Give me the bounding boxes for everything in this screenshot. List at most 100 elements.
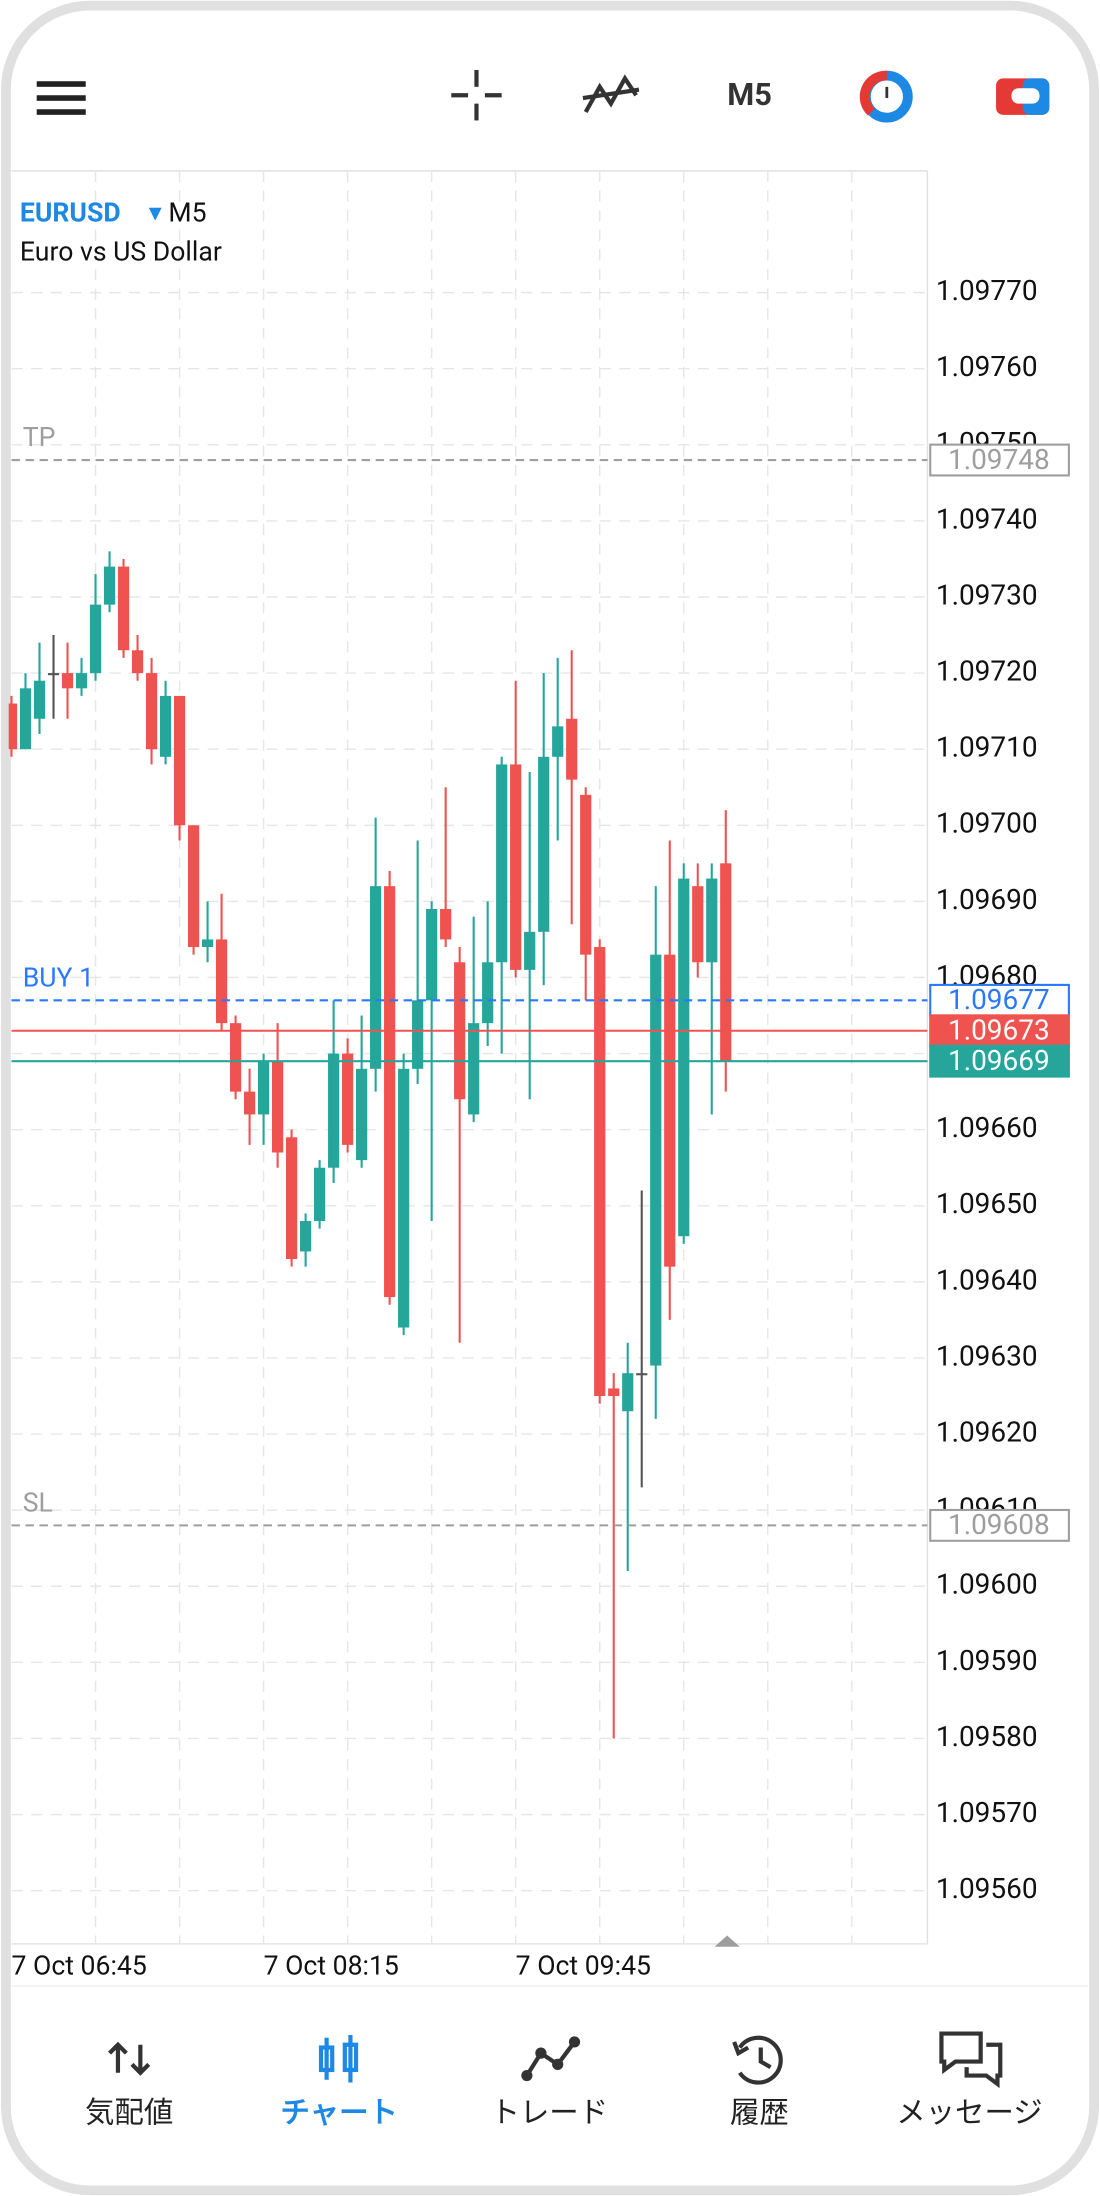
candle-body [664, 954, 676, 1267]
bottom-nav: 気配値 チャート トレード 履歴 メッセージ [85, 2031, 1043, 2131]
candle-body [650, 954, 662, 1366]
candle-body [678, 878, 690, 1237]
y-tick-label: 1.09560 [936, 1872, 1038, 1905]
candle-body [117, 566, 130, 651]
y-tick-label: 1.09730 [936, 578, 1038, 611]
candle-body [61, 673, 74, 689]
symbol[interactable]: EURUSD [20, 197, 121, 228]
scroll-marker [714, 1935, 740, 1947]
candle-body [328, 1053, 340, 1168]
candle-body [552, 726, 564, 757]
messages-icon [939, 2031, 1003, 2089]
nav-label[interactable]: チャート [281, 2097, 398, 2131]
chart-timeframe: M5 [168, 197, 206, 228]
candle-body [412, 1000, 424, 1069]
candle-body [257, 1061, 270, 1115]
chart-icon [318, 2034, 359, 2083]
y-tick-label: 1.09720 [936, 655, 1038, 688]
crosshair-button[interactable] [451, 70, 502, 121]
y-tick-label: 1.09690 [936, 883, 1038, 916]
candle-body [636, 1373, 648, 1376]
y-tick-label: 1.09700 [936, 807, 1038, 840]
candle-body [356, 1068, 368, 1161]
candle-body [440, 908, 452, 940]
candle-body [215, 939, 228, 1024]
candle-body [706, 878, 718, 963]
price-box-label: 1.09677 [948, 983, 1050, 1016]
y-tick-label: 1.09600 [936, 1568, 1038, 1601]
candle-body [426, 908, 438, 1001]
indicator-button[interactable] [582, 74, 640, 114]
price-box-label: 1.09673 [948, 1014, 1050, 1047]
candle-body [524, 931, 536, 970]
y-tick-label: 1.09760 [936, 350, 1038, 383]
trade-icon [521, 2036, 581, 2082]
price-box-label: 1.09608 [948, 1508, 1050, 1541]
y-tick-label: 1.09710 [936, 731, 1038, 764]
candle-body [201, 939, 214, 948]
candle-body [468, 1023, 480, 1115]
candle-body [496, 764, 508, 963]
candle-body [187, 825, 200, 948]
color-scheme-button[interactable] [859, 70, 913, 123]
candle-body [103, 566, 116, 605]
nav-label[interactable]: トレード [490, 2097, 608, 2131]
timeframe-button[interactable]: M5 [727, 76, 772, 113]
candle-body [173, 695, 186, 826]
candle-body [594, 947, 606, 1397]
candle-body [33, 680, 46, 719]
level-label: SL [23, 1487, 53, 1518]
x-tick-label: 7 Oct 09:45 [516, 1951, 651, 1982]
y-tick-label: 1.09620 [936, 1415, 1038, 1448]
price-box-label: 1.09748 [948, 443, 1050, 476]
y-tick-label: 1.09570 [936, 1796, 1038, 1829]
y-tick-label: 1.09590 [936, 1644, 1038, 1677]
y-tick-label: 1.09740 [936, 502, 1038, 535]
candle-body [89, 604, 102, 674]
candle-body [622, 1373, 634, 1412]
trade-button[interactable] [996, 78, 1050, 115]
candle-body [384, 886, 396, 1298]
candle-body [243, 1091, 256, 1115]
x-tick-label: 7 Oct 08:15 [264, 1951, 399, 1982]
candle-body [370, 886, 382, 1069]
candle-body [271, 1061, 284, 1153]
nav-label[interactable]: 気配値 [85, 2097, 173, 2131]
level-label: TP [23, 422, 56, 453]
nav-label[interactable]: メッセージ [896, 2097, 1042, 2131]
candle-body [510, 764, 522, 970]
candle-body [482, 962, 494, 1024]
price-box [929, 1044, 1070, 1078]
candle-body [300, 1220, 312, 1252]
symbol-description: Euro vs US Dollar [20, 237, 222, 268]
candle-body [8, 703, 18, 750]
y-tick-label: 1.09770 [936, 274, 1038, 307]
candle-body [145, 673, 158, 750]
price-box [929, 1014, 1070, 1048]
candle-body [720, 863, 732, 1062]
y-tick-label: 1.09640 [936, 1263, 1038, 1296]
menu-button[interactable] [36, 81, 86, 115]
y-tick-label: 1.09580 [936, 1720, 1038, 1753]
y-tick-label: 1.09650 [936, 1187, 1038, 1220]
symbol-dropdown-icon[interactable]: ▼ [149, 204, 162, 224]
candle-body [342, 1053, 354, 1145]
history-icon [732, 2035, 783, 2085]
candle-body [159, 695, 172, 757]
price-box-label: 1.09669 [948, 1044, 1050, 1077]
price-box [929, 1508, 1070, 1542]
candle-body [229, 1023, 242, 1092]
y-tick-label: 1.09660 [936, 1111, 1038, 1144]
candle-body [692, 886, 704, 963]
candle-body [131, 650, 144, 674]
candle-body [608, 1388, 620, 1397]
nav-label[interactable]: 履歴 [730, 2097, 789, 2131]
candle-body [538, 756, 550, 932]
candle-body [19, 688, 32, 750]
candle-body [286, 1137, 298, 1260]
candle-body [580, 794, 592, 955]
